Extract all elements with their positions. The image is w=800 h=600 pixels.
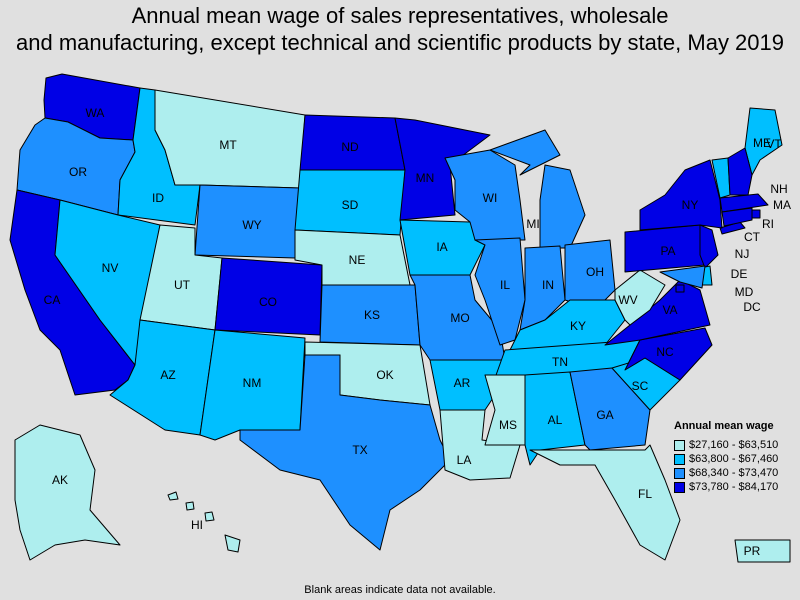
state-label-ri: RI: [762, 217, 774, 231]
legend-item: $73,780 - $84,170: [674, 480, 800, 494]
state-label-in: IN: [542, 278, 554, 292]
state-ma: [719, 193, 769, 213]
state-label-mn: MN: [416, 171, 435, 185]
state-label-al: AL: [548, 413, 563, 427]
state-ia: [399, 219, 486, 276]
state-label-nm: NM: [243, 376, 262, 390]
state-label-wv: WV: [618, 293, 637, 307]
state-nh: [727, 147, 753, 196]
legend-range-label: $63,800 - $67,460: [689, 453, 779, 465]
state-ak: [14, 424, 121, 561]
state-label-pr: PR: [744, 544, 761, 558]
state-label-ks: KS: [364, 308, 380, 322]
state-label-tx: TX: [352, 443, 367, 457]
state-label-nv: NV: [102, 261, 119, 275]
legend-item: $68,340 - $73,470: [674, 466, 800, 480]
state-label-id: ID: [152, 191, 164, 205]
state-ct: [721, 207, 753, 227]
state-label-nd: ND: [341, 140, 359, 154]
state-label-mo: MO: [450, 311, 469, 325]
state-label-dc: DC: [743, 300, 761, 314]
map-title: Annual mean wage of sales representative…: [0, 2, 800, 56]
state-label-mt: MT: [219, 138, 237, 152]
title-line-1: Annual mean wage of sales representative…: [131, 3, 669, 28]
legend-swatch: [674, 481, 685, 493]
legend: Annual mean wage $27,160 - $63,510 $63,80…: [668, 420, 800, 494]
state-la: [439, 409, 521, 481]
state-ri: [751, 209, 761, 219]
state-label-de: DE: [731, 267, 748, 281]
state-label-sd: SD: [342, 198, 359, 212]
state-label-mi: MI: [526, 217, 539, 231]
legend-item: $63,800 - $67,460: [674, 452, 800, 466]
state-label-wi: WI: [483, 191, 498, 205]
legend-range-label: $73,780 - $84,170: [689, 481, 779, 493]
state-ar: [429, 359, 506, 411]
legend-range-label: $68,340 - $73,470: [689, 467, 779, 479]
state-label-nj: NJ: [735, 247, 750, 261]
state-ms: [484, 374, 526, 446]
state-label-ny: NY: [682, 198, 699, 212]
state-label-hi: HI: [191, 518, 203, 532]
state-hi: [167, 491, 241, 553]
state-label-ma: MA: [773, 198, 791, 212]
state-label-nc: NC: [656, 345, 674, 359]
state-label-ca: CA: [44, 293, 61, 307]
state-label-ak: AK: [52, 473, 68, 487]
legend-swatch: [674, 439, 685, 451]
state-label-vt: VT: [766, 137, 782, 151]
state-label-fl: FL: [638, 487, 652, 501]
state-label-ut: UT: [174, 278, 191, 292]
state-label-il: IL: [500, 278, 510, 292]
legend-title: Annual mean wage: [674, 420, 774, 432]
state-label-az: AZ: [160, 368, 175, 382]
state-label-sc: SC: [632, 379, 649, 393]
state-label-ok: OK: [376, 368, 393, 382]
state-label-ar: AR: [454, 376, 471, 390]
state-label-ia: IA: [436, 240, 447, 254]
state-label-ne: NE: [349, 253, 366, 267]
legend-item: $27,160 - $63,510: [674, 438, 800, 452]
legend-swatch: [674, 467, 685, 479]
footnote: Blank areas indicate data not available.: [304, 584, 496, 596]
state-mn: [394, 117, 491, 221]
title-line-2: and manufacturing, except technical and …: [16, 30, 784, 55]
state-label-oh: OH: [586, 265, 604, 279]
state-label-ct: CT: [744, 230, 761, 244]
state-tx: [239, 354, 451, 551]
state-wv: [614, 269, 666, 326]
state-label-va: VA: [662, 303, 677, 317]
legend-range-label: $27,160 - $63,510: [689, 439, 779, 451]
state-label-wy: WY: [242, 218, 261, 232]
state-label-or: OR: [69, 165, 87, 179]
state-dc: [675, 284, 685, 293]
state-label-la: LA: [457, 453, 472, 467]
state-label-me: ME: [753, 136, 771, 150]
state-label-nh: NH: [770, 182, 787, 196]
state-label-co: CO: [259, 295, 277, 309]
legend-swatch: [674, 453, 685, 465]
state-md: [659, 265, 706, 289]
state-label-wa: WA: [86, 106, 105, 120]
state-fl: [529, 444, 681, 561]
state-pr: [734, 539, 791, 563]
state-label-ga: GA: [596, 408, 613, 422]
state-label-ky: KY: [570, 319, 586, 333]
state-label-pa: PA: [660, 244, 675, 258]
state-il: [474, 237, 526, 346]
state-nj: [699, 224, 719, 269]
state-label-ms: MS: [499, 418, 517, 432]
state-label-md: MD: [735, 285, 754, 299]
state-label-tn: TN: [552, 355, 568, 369]
